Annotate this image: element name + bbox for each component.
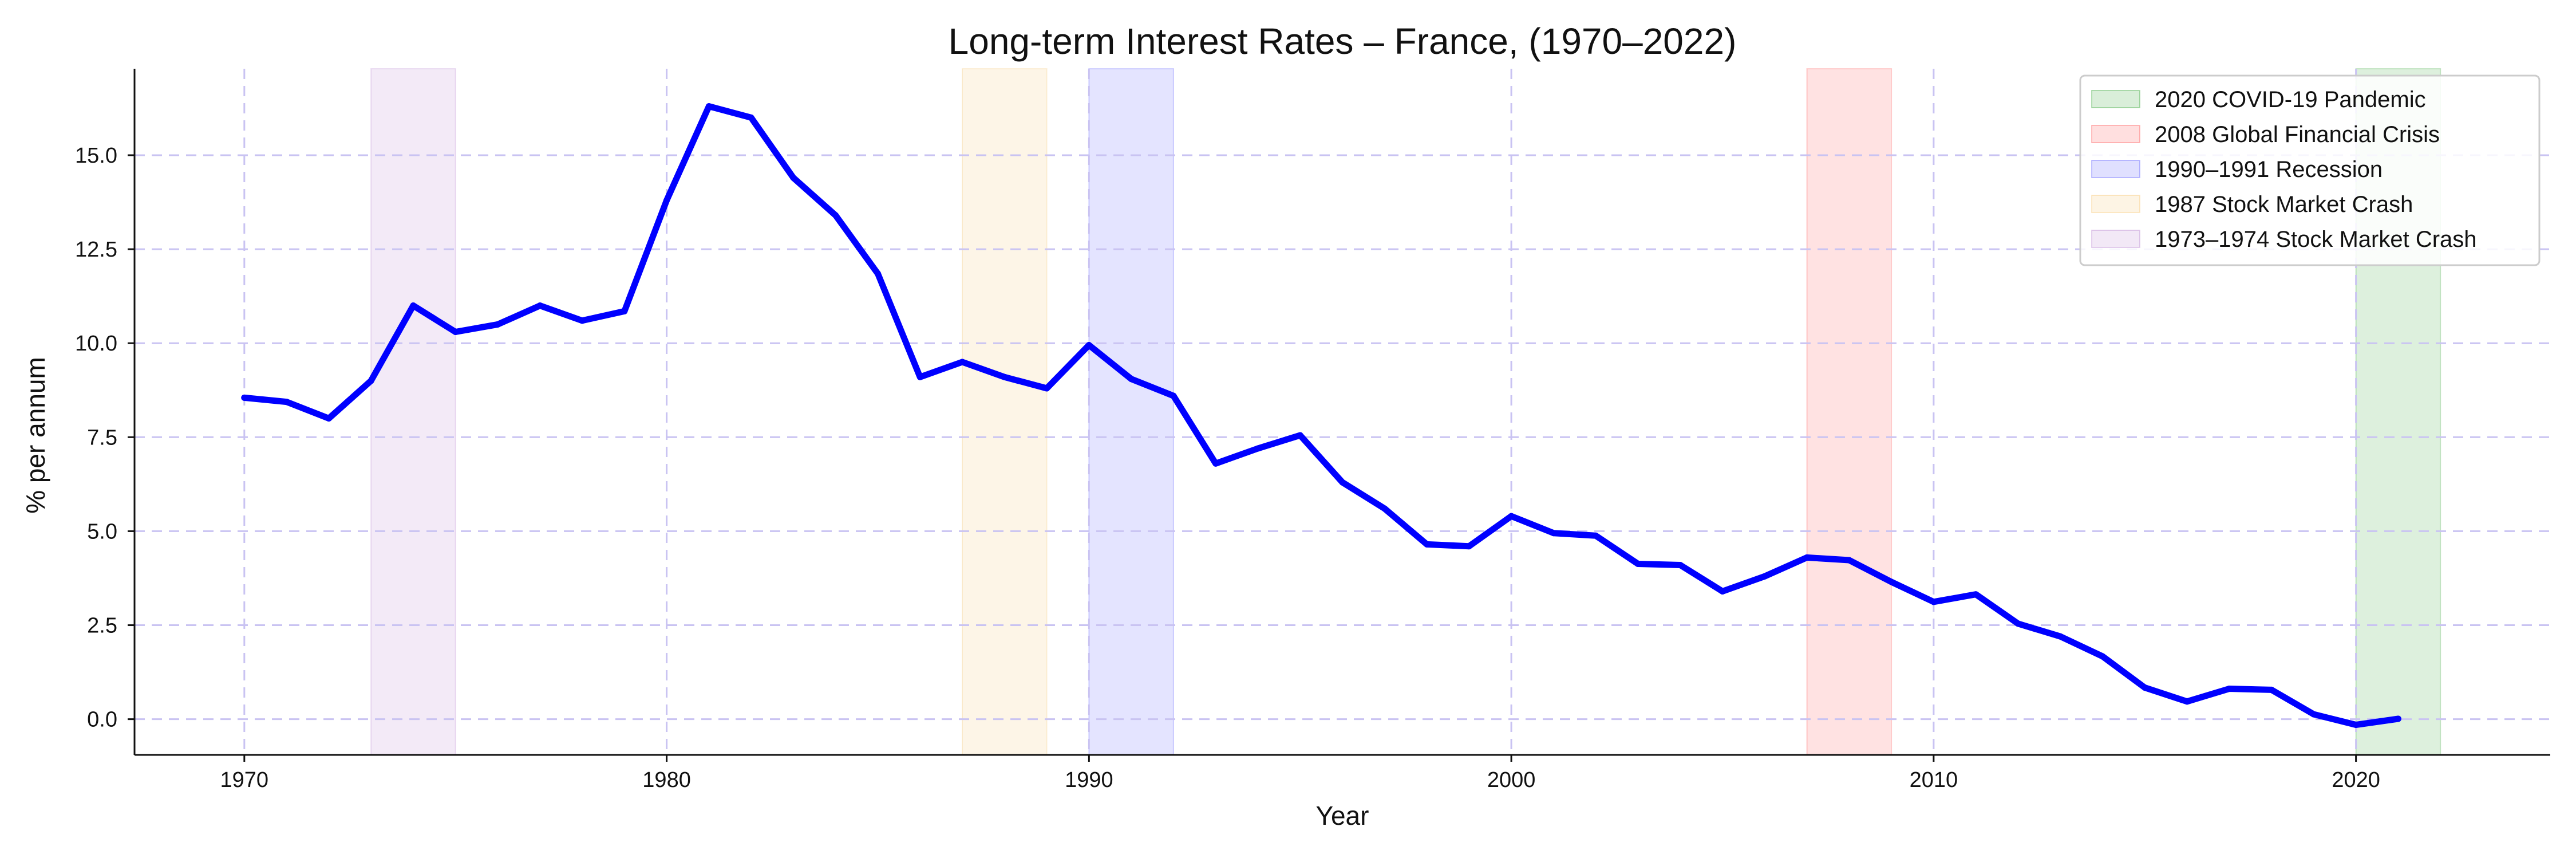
data-point-1999 [1465, 543, 1472, 550]
data-point-2005 [1719, 588, 1726, 595]
data-point-1971 [283, 399, 290, 406]
data-point-1977 [536, 302, 543, 309]
data-point-2000 [1508, 513, 1515, 519]
x-tick-label-1: 1980 [642, 768, 691, 792]
y-tick-label-2: 5.0 [87, 519, 117, 544]
y-tick-label-1: 2.5 [87, 614, 117, 638]
data-point-2007 [1804, 554, 1811, 561]
data-point-1978 [579, 317, 586, 324]
data-point-2013 [2057, 633, 2064, 640]
data-point-1975 [452, 329, 459, 336]
data-point-2015 [2142, 684, 2148, 691]
x-tick-label-4: 2010 [1910, 768, 1958, 792]
data-point-2010 [1930, 599, 1937, 605]
y-tick-label-3: 7.5 [87, 426, 117, 450]
data-point-1976 [494, 321, 501, 328]
data-point-1983 [790, 174, 797, 181]
data-point-1995 [1297, 432, 1303, 439]
data-point-1985 [874, 270, 881, 277]
legend-label-1: 2008 Global Financial Crisis [2155, 122, 2440, 147]
x-axis-label: Year [1316, 801, 1369, 830]
data-point-2006 [1761, 573, 1768, 580]
data-point-1980 [663, 197, 670, 204]
data-point-1979 [621, 308, 628, 314]
data-point-1996 [1339, 479, 1346, 486]
legend: 2020 COVID-19 Pandemic 2008 Global Financ… [2079, 74, 2541, 266]
data-point-1990 [1085, 341, 1092, 348]
legend-label-0: 2020 COVID-19 Pandemic [2155, 87, 2426, 112]
data-point-1973 [368, 377, 374, 384]
data-point-2004 [1677, 561, 1684, 568]
data-point-1986 [916, 373, 923, 380]
y-tick-label-0: 0.0 [87, 708, 117, 732]
data-point-1992 [1170, 392, 1177, 399]
legend-swatch-3 [2091, 195, 2140, 213]
data-point-1981 [705, 103, 712, 110]
data-point-1998 [1424, 541, 1431, 548]
shaded-region-2 [1088, 68, 1174, 755]
chart-title: Long-term Interest Rates – France, (1970… [949, 21, 1737, 62]
series-line-0 [241, 103, 2401, 728]
data-point-1991 [1128, 376, 1135, 383]
data-point-1987 [959, 359, 966, 365]
legend-label-3: 1987 Stock Market Crash [2155, 192, 2413, 217]
x-tick-label-5: 2020 [2332, 768, 2380, 792]
data-point-2016 [2184, 698, 2191, 705]
x-tick-label-3: 2000 [1487, 768, 1536, 792]
data-point-2008 [1846, 557, 1852, 564]
shaded-region-4 [370, 68, 456, 755]
data-point-2009 [1888, 578, 1895, 585]
data-point-2020 [2353, 721, 2360, 728]
data-point-1970 [241, 394, 248, 401]
data-point-2018 [2268, 686, 2275, 693]
x-tick-label-2: 1990 [1065, 768, 1113, 792]
data-point-2019 [2310, 711, 2317, 718]
legend-swatch-4 [2091, 230, 2140, 248]
shaded-region-1 [1806, 68, 1893, 755]
data-point-2014 [2099, 653, 2106, 660]
data-point-1988 [1001, 373, 1008, 380]
axes [133, 69, 2550, 756]
data-point-1984 [832, 212, 839, 219]
legend-swatch-2 [2091, 160, 2140, 178]
data-point-2002 [1593, 532, 1599, 539]
y-axis-label: % per annum [21, 357, 50, 514]
legend-label-2: 1990–1991 Recession [2155, 157, 2383, 182]
legend-label-4: 1973–1974 Stock Market Crash [2155, 227, 2477, 252]
data-point-1994 [1254, 445, 1261, 452]
ticks: 1970 1980 1990 2000 2010 2020 0.0 2.5 5.0 7.5 10.0… [75, 144, 2380, 792]
legend-swatch-1 [2091, 125, 2140, 143]
y-tick-label-5: 12.5 [75, 238, 117, 262]
data-point-2003 [1634, 561, 1641, 568]
data-point-2001 [1550, 530, 1557, 537]
x-tick-label-0: 1970 [220, 768, 269, 792]
data-point-1997 [1381, 505, 1388, 512]
y-tick-label-4: 10.0 [75, 332, 117, 356]
shaded-region-3 [962, 68, 1048, 755]
legend-box [2079, 74, 2541, 266]
data-point-2017 [2226, 685, 2233, 692]
y-tick-label-6: 15.0 [75, 144, 117, 168]
data-point-2011 [1973, 591, 1980, 598]
data-point-1982 [748, 114, 754, 121]
shaded-regions [370, 68, 2441, 755]
data-point-1972 [325, 415, 332, 422]
series [241, 103, 2401, 728]
data-point-1974 [410, 302, 417, 309]
legend-swatch-0 [2091, 90, 2140, 108]
data-point-2012 [2014, 620, 2021, 627]
data-point-1989 [1044, 385, 1050, 392]
data-point-2021 [2395, 715, 2401, 722]
data-point-1993 [1212, 460, 1219, 467]
